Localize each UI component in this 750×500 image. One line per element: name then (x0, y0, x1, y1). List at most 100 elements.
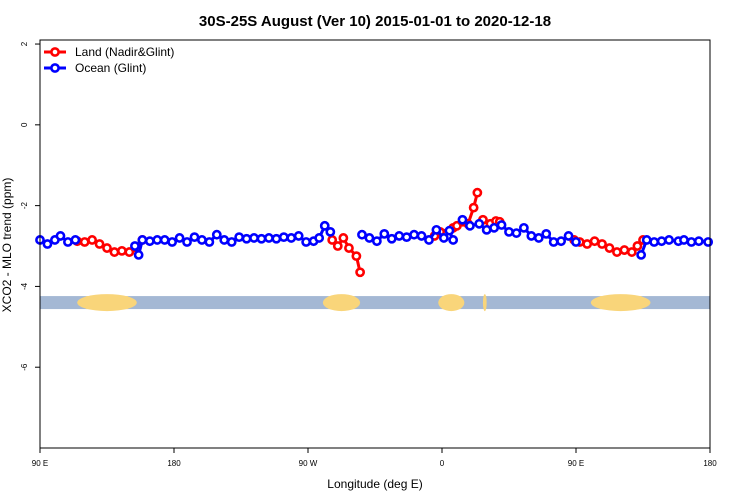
x-tick-label: 180 (167, 459, 181, 468)
legend-marker (50, 47, 60, 57)
data-point (87, 235, 98, 245)
data-point (448, 235, 459, 245)
data-point (693, 236, 704, 247)
land-region-fill (599, 296, 642, 310)
data-point (355, 267, 366, 278)
data-point (278, 232, 289, 243)
data-point (416, 231, 427, 241)
data-point (589, 236, 600, 247)
legend-marker (50, 63, 60, 73)
data-point (301, 237, 312, 247)
data-point (431, 224, 442, 235)
data-point (219, 235, 230, 245)
data-point (249, 233, 259, 243)
data-point (63, 237, 73, 247)
y-axis-label: XCO2 - MLO trend (ppm) (0, 178, 14, 313)
data-point (70, 235, 81, 245)
data-point (338, 233, 349, 243)
data-point (518, 222, 529, 233)
data-point (582, 239, 593, 249)
data-point (241, 233, 252, 244)
data-point (649, 237, 660, 247)
data-point (626, 247, 637, 257)
data-point (424, 235, 434, 245)
data-point (182, 237, 192, 247)
ocean-band (40, 296, 710, 310)
data-point (563, 231, 574, 241)
data-point (438, 233, 449, 243)
data-point (332, 241, 343, 251)
x-tick-label: 90 E (32, 459, 48, 468)
y-tick-label: 0 (20, 122, 29, 127)
data-point (94, 239, 105, 249)
data-point (319, 220, 330, 231)
data-point (226, 237, 237, 247)
land-ocean-band (40, 294, 710, 312)
data-point (152, 235, 163, 245)
data-point (144, 236, 155, 247)
data-point (409, 229, 419, 240)
data-point (444, 225, 455, 236)
data-point (664, 235, 674, 245)
data-point (597, 239, 607, 249)
data-point (314, 233, 325, 243)
data-point (204, 237, 215, 247)
data-point (234, 232, 245, 243)
x-tick-label: 0 (440, 459, 445, 468)
data-point (533, 233, 544, 243)
data-point (686, 237, 697, 247)
data-point (116, 245, 127, 256)
data-point (504, 226, 514, 237)
data-point (167, 237, 178, 247)
data-point (211, 229, 222, 240)
chart-title: 30S-25S August (Ver 10) 2015-01-01 to 20… (199, 13, 551, 30)
data-point (264, 233, 274, 243)
data-point (293, 231, 304, 241)
data-point (489, 222, 500, 233)
y-tick-label: -2 (20, 202, 29, 210)
data-point (109, 247, 120, 257)
data-point (133, 250, 144, 260)
data-point (197, 235, 207, 245)
data-point (386, 233, 397, 244)
data-point (55, 231, 66, 241)
land-region-fill (86, 296, 128, 310)
data-point (619, 245, 630, 255)
data-point (42, 239, 53, 249)
legend: Land (Nadir&Glint) Ocean (Glint) (44, 45, 174, 75)
data-point (641, 235, 652, 245)
y-tick-label: -4 (20, 282, 29, 290)
data-point (496, 220, 507, 230)
data-point (472, 187, 483, 198)
data-point (357, 229, 367, 240)
data-point (632, 241, 643, 251)
data-point (189, 232, 200, 243)
data-point (556, 236, 567, 247)
data-point (636, 250, 647, 260)
data-point (468, 202, 479, 213)
data-point (656, 236, 667, 247)
data-point (612, 247, 622, 257)
data-point (526, 231, 537, 241)
y-axis: 2 0 -2 -4 -6 (20, 41, 40, 371)
data-point (541, 229, 552, 239)
data-point (256, 233, 267, 244)
legend-label: Ocean (Glint) (75, 61, 146, 75)
legend-label: Land (Nadir&Glint) (75, 45, 174, 59)
x-tick-label: 90 E (568, 459, 584, 468)
x-axis-label: Longitude (deg E) (327, 477, 422, 491)
data-point (364, 233, 375, 243)
data-point (548, 237, 559, 247)
data-point (325, 226, 336, 237)
data-point (351, 251, 362, 262)
x-tick-label: 90 W (299, 459, 318, 468)
data-point (102, 243, 112, 253)
data-point (679, 235, 689, 245)
data-point (703, 237, 714, 247)
data-point (394, 231, 405, 241)
data-point (159, 235, 170, 245)
data-point (604, 243, 615, 253)
data-point (571, 237, 581, 247)
data-point (474, 218, 485, 229)
